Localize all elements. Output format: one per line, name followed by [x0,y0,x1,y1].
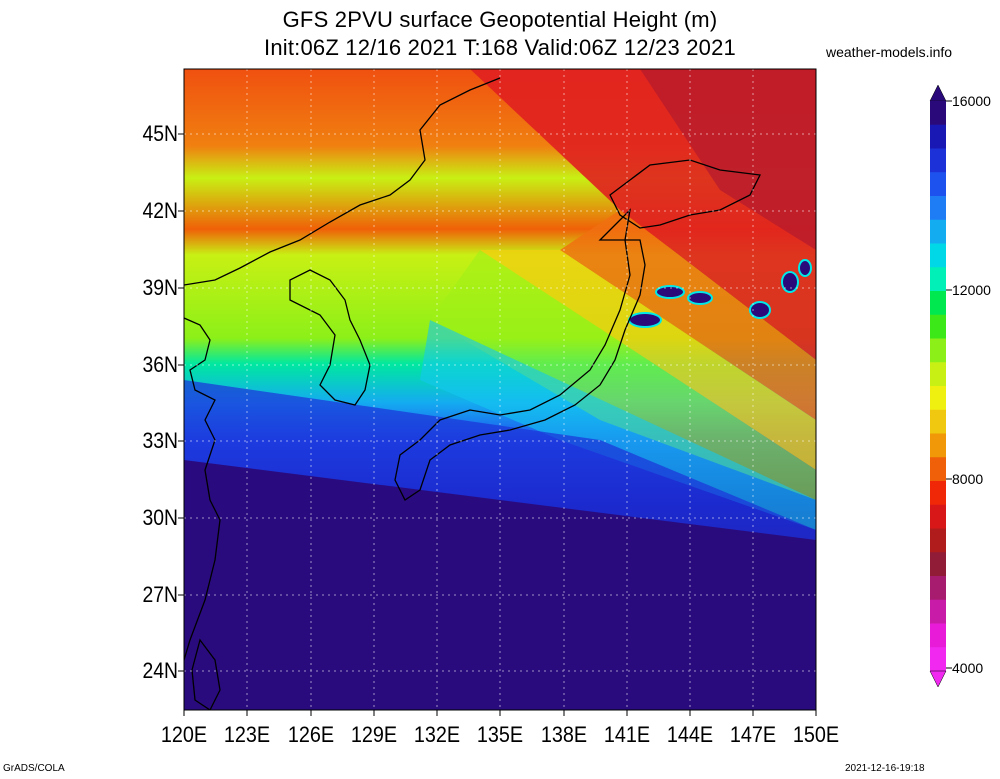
colorbar-swatch [930,362,946,387]
orange-band [560,210,816,420]
colorbar-swatch [930,148,946,173]
footer-credit: GrADS/COLA [3,763,65,774]
colorbar-swatch [930,647,946,672]
lon-label: 144E [666,722,714,747]
colorbar-swatch [930,576,946,601]
colorbar-swatch [930,196,946,221]
colorbar [929,84,952,688]
taiwan [191,638,221,710]
site-credit: weather-models.info [826,44,953,60]
grid-lines [184,69,816,710]
blue-blobs [628,259,812,328]
korea-coast [289,269,371,406]
lat-label: 33N [142,428,178,453]
colorbar-swatch [930,481,946,506]
colorbar-label: 8000 [952,471,984,487]
lat-label: 45N [142,121,178,146]
colorbar-swatch [930,457,946,482]
lon-label: 120E [160,722,208,747]
colorbar-swatch [930,124,946,149]
colorbar-max-arrow [929,84,947,102]
colorbar-swatch [930,267,946,292]
colorbar-swatch [930,101,946,126]
lat-label: 36N [142,352,178,377]
green-band [430,250,816,500]
colorbar-swatch [930,219,946,244]
height-field [184,69,816,710]
lon-label: 135E [476,722,524,747]
colorbar-swatch [930,314,946,339]
colorbar-swatch [930,599,946,624]
lat-label: 27N [142,582,178,607]
lat-label: 30N [142,505,178,530]
lon-label: 132E [413,722,461,747]
colorbar-swatch [930,172,946,197]
lon-label: 138E [540,722,588,747]
japan-honshu [394,208,646,501]
colorbar-label: 16000 [952,93,991,109]
colorbar-swatch [930,386,946,411]
colorbar-swatch [930,623,946,648]
lat-label: 24N [142,658,178,683]
lon-label: 126E [287,722,335,747]
colorbar-swatch [930,409,946,434]
colorbar-swatch [930,504,946,529]
lon-label: 123E [223,722,271,747]
lon-label: 147E [729,722,777,747]
title-line-1: GFS 2PVU surface Geopotential Height (m) [282,7,718,32]
china-coast [184,317,221,661]
colorbar-swatch [930,552,946,577]
hokkaido [609,159,761,229]
darkred-band [640,69,816,250]
colorbar-swatch [930,338,946,363]
colorbar-swatch [930,291,946,316]
colorbar-swatch [930,433,946,458]
colorbar-label: 4000 [952,660,984,676]
mainland-coast [184,77,501,286]
colorbar-swatch [930,243,946,268]
axis-ticks [178,133,817,716]
colorbar-min-arrow [929,670,947,688]
lon-label: 150E [792,722,840,747]
lon-label: 141E [603,722,651,747]
coastlines [184,77,761,710]
footer-timestamp: 2021-12-16-19:18 [845,763,925,774]
lat-label: 39N [142,275,178,300]
lat-label: 42N [142,198,178,223]
cyan-band [420,320,816,530]
lon-label: 129E [350,722,398,747]
title-line-2: Init:06Z 12/16 2021 T:168 Valid:06Z 12/2… [264,35,736,60]
colorbar-label: 12000 [952,282,991,298]
colorbar-swatch [930,528,946,553]
